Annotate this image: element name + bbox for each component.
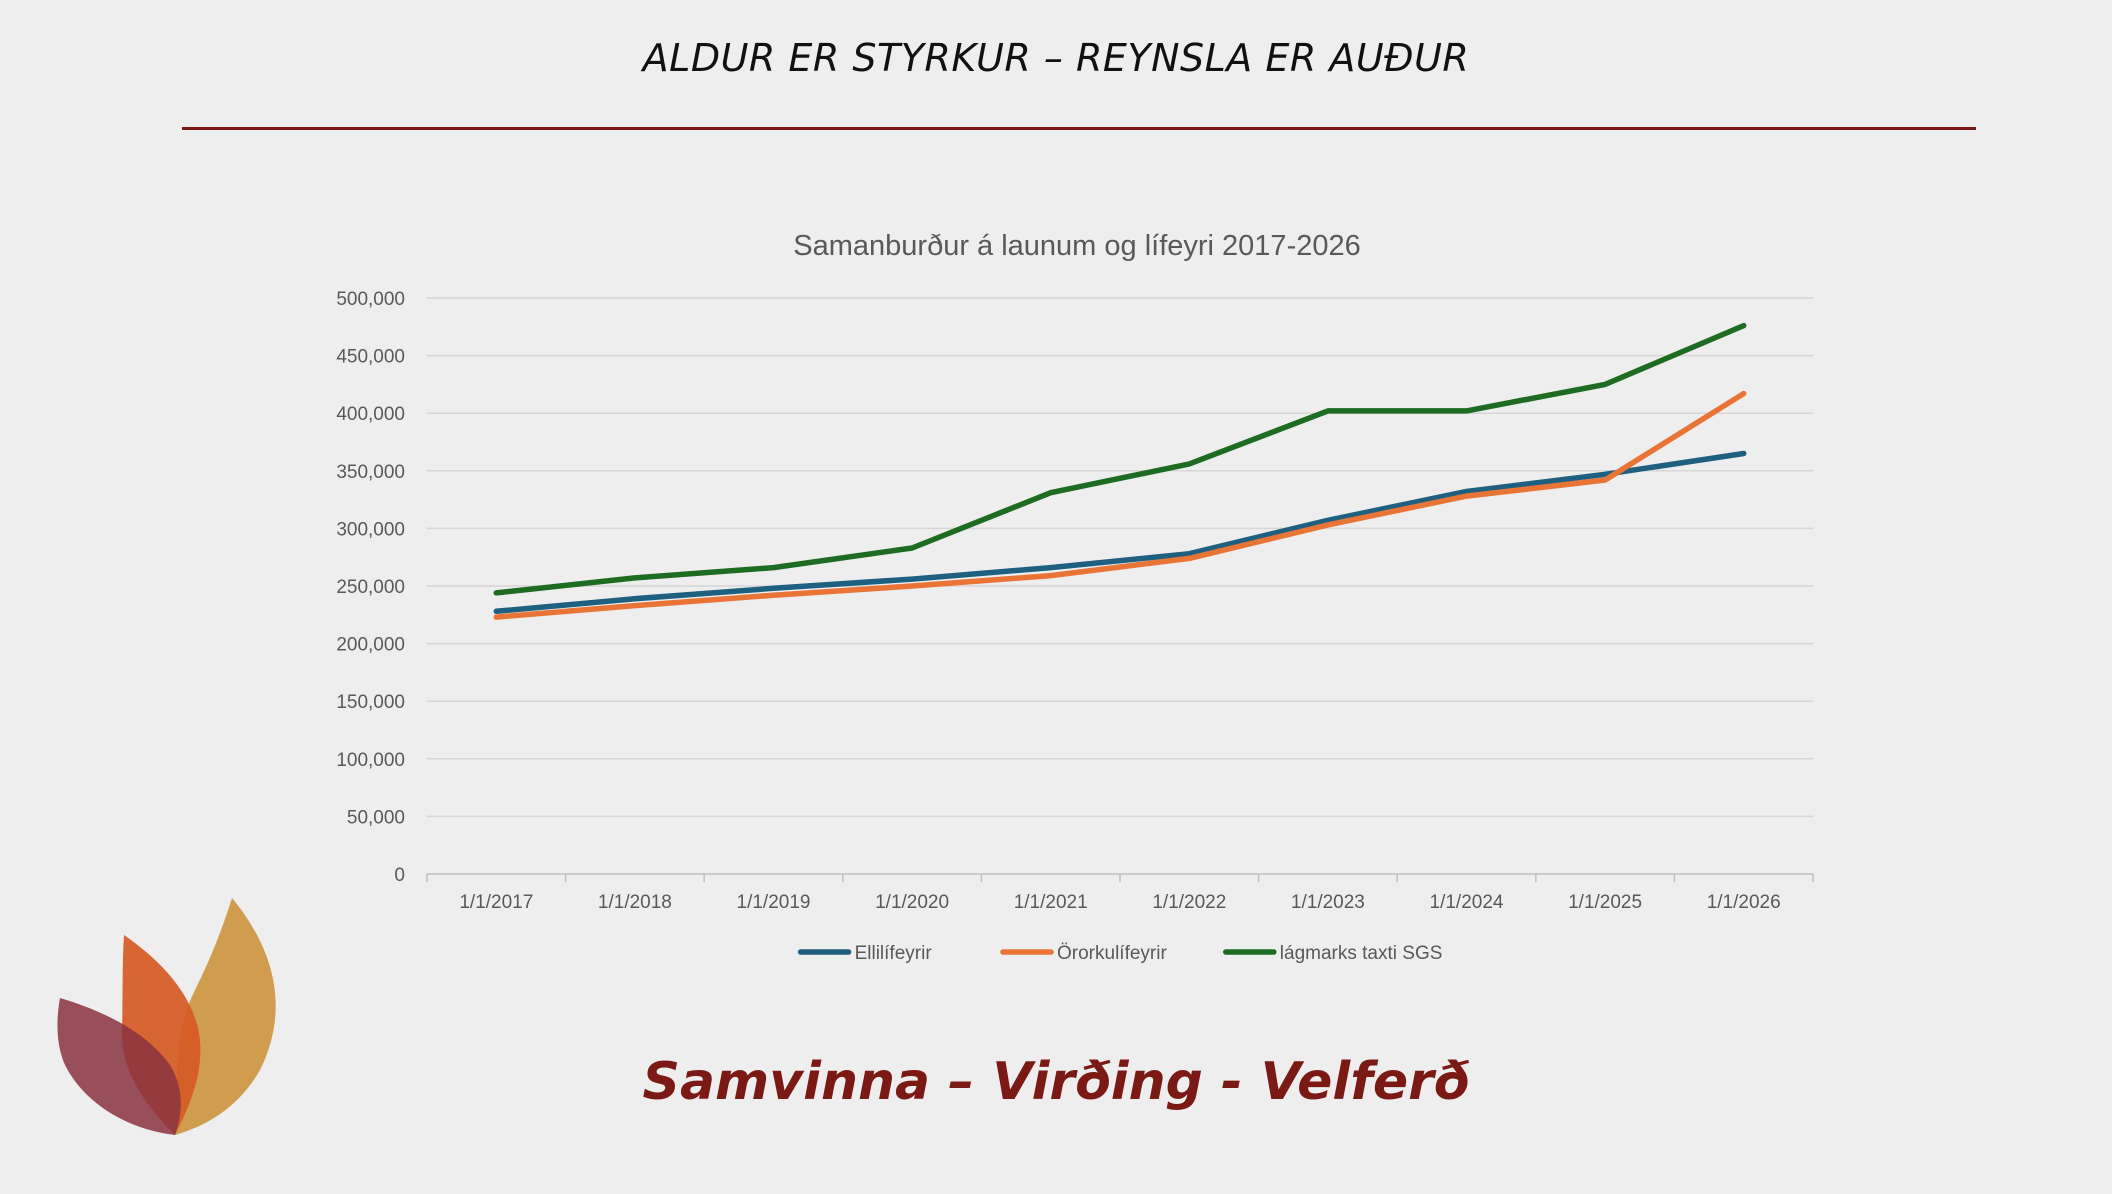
y-tick-label: 300,000 <box>336 519 405 540</box>
y-tick-label: 500,000 <box>336 289 405 310</box>
footer-motto: Samvinna – Virðing - Velferð <box>642 1052 1470 1112</box>
x-tick-label: 1/1/2023 <box>1291 892 1365 913</box>
x-tick-label: 1/1/2017 <box>459 892 533 913</box>
header-divider <box>182 127 1976 130</box>
y-axis: 0 50,000 100,000 150,000 200,000 250,000 300,0… <box>336 289 405 886</box>
x-tick-label: 1/1/2022 <box>1152 892 1226 913</box>
y-tick-label: 250,000 <box>336 577 405 598</box>
x-tick-label: 1/1/2020 <box>875 892 949 913</box>
line-chart: Samanburður á launum og lífeyri 2017-202… <box>300 210 1860 990</box>
legend-label: lágmarks taxti SGS <box>1280 943 1443 964</box>
x-tick-label: 1/1/2024 <box>1430 892 1504 913</box>
series-lines <box>493 322 1747 620</box>
chart-title: Samanburður á launum og lífeyri 2017-202… <box>793 230 1360 262</box>
gridlines <box>427 297 1813 875</box>
legend-label: Ellilífeyrir <box>855 943 933 964</box>
y-tick-label: 200,000 <box>336 635 405 656</box>
x-axis: 1/1/2017 1/1/2018 1/1/2019 1/1/2020 1/1/2021… <box>426 874 1814 913</box>
legend: Ellilífeyrir Örorkulífeyrir lágmarks taxti… <box>797 943 1443 964</box>
x-tick-label: 1/1/2019 <box>737 892 811 913</box>
y-tick-label: 0 <box>394 865 405 886</box>
flame-leaves-icon <box>57 898 276 1135</box>
x-tick-label: 1/1/2026 <box>1707 892 1781 913</box>
series-line-1 <box>493 450 1747 615</box>
y-tick-label: 350,000 <box>336 462 405 483</box>
y-tick-label: 100,000 <box>336 750 405 771</box>
y-tick-label: 400,000 <box>336 404 405 425</box>
x-tick-label: 1/1/2021 <box>1014 892 1088 913</box>
x-tick-label: 1/1/2018 <box>598 892 672 913</box>
legend-label: Örorkulífeyrir <box>1057 943 1167 964</box>
slide-header-title: ALDUR ER STYRKUR – REYNSLA ER AUÐUR <box>642 36 1470 80</box>
y-tick-label: 150,000 <box>336 692 405 713</box>
y-tick-label: 450,000 <box>336 347 405 368</box>
y-tick-label: 50,000 <box>347 807 405 828</box>
chart-canvas: Samanburður á launum og lífeyri 2017-202… <box>336 230 1814 964</box>
x-tick-label: 1/1/2025 <box>1568 892 1642 913</box>
series-line-3 <box>493 322 1747 596</box>
series-line-2 <box>493 390 1747 620</box>
